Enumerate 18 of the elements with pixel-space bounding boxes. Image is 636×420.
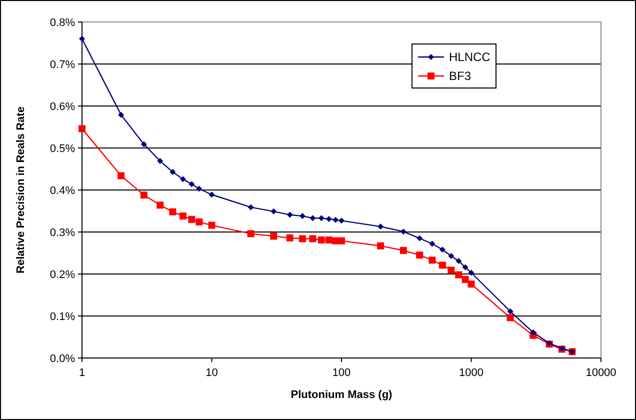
x-tick-label: 1000 [459,367,484,379]
x-axis-title: Plutonium Mass (g) [290,389,393,401]
y-axis-title: Relative Precision in Reals Rate [15,106,27,274]
y-tick-label: 0.8% [50,16,76,29]
y-tick-label: 0.0% [50,352,76,365]
y-tick-label: 0.1% [50,310,76,323]
legend-label: HLNCC [449,50,491,64]
y-tick-label: 0.5% [50,142,76,155]
y-tick-label: 0.6% [50,100,76,113]
y-tick-label: 0.3% [50,226,76,239]
x-tick-label: 10000 [586,367,616,379]
x-tick-label: 1 [78,367,86,379]
y-tick-label: 0.2% [50,268,76,281]
legend-label: BF3 [449,69,472,84]
x-tick-label: 10 [206,367,218,379]
x-tick-label: 100 [332,367,351,379]
y-tick-label: 0.4% [50,184,76,197]
y-tick-label: 0.7% [50,58,76,71]
